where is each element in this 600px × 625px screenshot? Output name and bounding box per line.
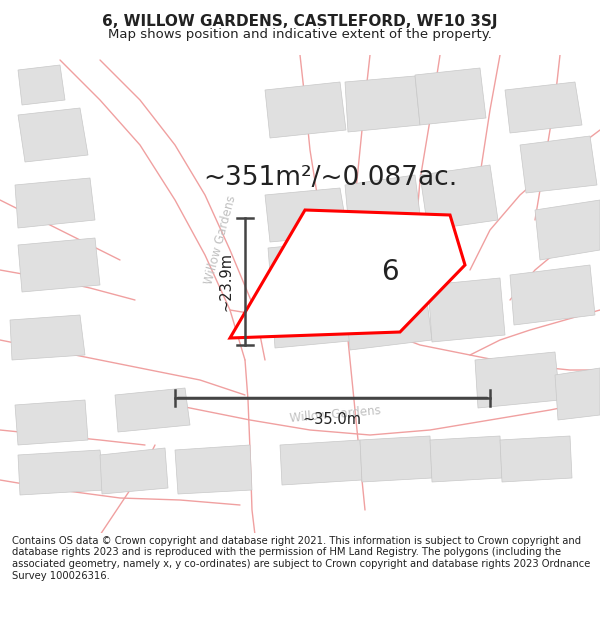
- Polygon shape: [272, 295, 360, 348]
- Polygon shape: [505, 82, 582, 133]
- Polygon shape: [175, 445, 252, 494]
- Polygon shape: [10, 315, 85, 360]
- Polygon shape: [280, 440, 362, 485]
- Text: 6: 6: [381, 258, 399, 286]
- Polygon shape: [535, 200, 600, 260]
- Text: Map shows position and indicative extent of the property.: Map shows position and indicative extent…: [108, 28, 492, 41]
- Polygon shape: [18, 450, 105, 495]
- Polygon shape: [268, 240, 355, 298]
- Polygon shape: [360, 436, 432, 482]
- Polygon shape: [430, 436, 502, 482]
- Polygon shape: [345, 76, 420, 132]
- Polygon shape: [415, 68, 486, 125]
- Polygon shape: [500, 436, 572, 482]
- Polygon shape: [475, 352, 560, 408]
- Text: Contains OS data © Crown copyright and database right 2021. This information is : Contains OS data © Crown copyright and d…: [12, 536, 590, 581]
- Polygon shape: [520, 136, 597, 193]
- Text: ~35.0m: ~35.0m: [303, 412, 362, 427]
- Polygon shape: [265, 82, 346, 138]
- Polygon shape: [15, 178, 95, 228]
- Polygon shape: [18, 238, 100, 292]
- Polygon shape: [510, 265, 595, 325]
- Text: Willow Gardens: Willow Gardens: [289, 404, 381, 426]
- Polygon shape: [15, 400, 88, 445]
- Polygon shape: [230, 210, 465, 338]
- Polygon shape: [265, 188, 348, 242]
- Polygon shape: [115, 388, 190, 432]
- Polygon shape: [428, 278, 505, 342]
- Text: ~351m²/~0.087ac.: ~351m²/~0.087ac.: [203, 165, 457, 191]
- Polygon shape: [100, 448, 168, 494]
- Polygon shape: [345, 285, 432, 350]
- Text: Willow Gardens: Willow Gardens: [202, 194, 238, 286]
- Polygon shape: [420, 165, 498, 230]
- Polygon shape: [18, 65, 65, 105]
- Text: 6, WILLOW GARDENS, CASTLEFORD, WF10 3SJ: 6, WILLOW GARDENS, CASTLEFORD, WF10 3SJ: [102, 14, 498, 29]
- Polygon shape: [345, 175, 422, 240]
- Text: ~23.9m: ~23.9m: [218, 252, 233, 311]
- Polygon shape: [18, 108, 88, 162]
- Polygon shape: [555, 368, 600, 420]
